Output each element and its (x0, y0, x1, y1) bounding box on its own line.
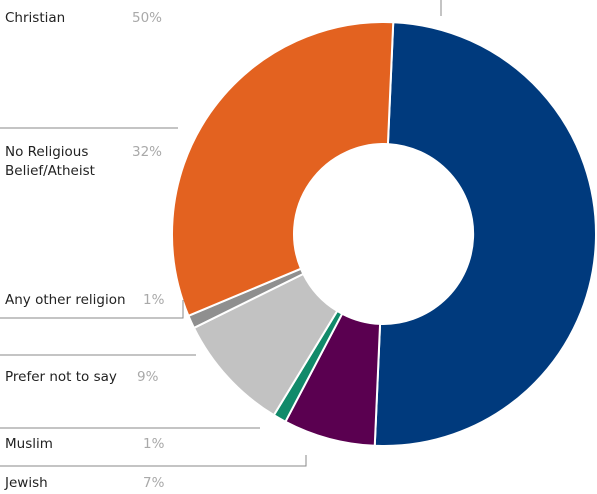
category-labels: Christian 50% Jewish 7% Muslim 1% Prefer not t… (4, 10, 165, 491)
value-label-any-other-religion: 1% (143, 292, 165, 308)
label-muslim: Muslim (5, 436, 53, 452)
donut-slices (171, 21, 597, 447)
label-christian: Christian (5, 10, 65, 26)
value-label-christian: 50% (132, 10, 162, 26)
label-no-religious-belief-atheist: No Religious Belief/Atheist (5, 144, 95, 179)
leader-jewish (0, 455, 307, 467)
value-label-prefer-not-to-say: 9% (137, 369, 159, 385)
leader-any-other-religion (0, 300, 184, 319)
slice-christian (373, 21, 597, 447)
value-label-muslim: 1% (143, 436, 165, 452)
label-prefer-not-to-say: Prefer not to say (5, 369, 117, 385)
label-any-other-religion: Any other religion (5, 292, 126, 308)
value-label-no-religious-belief-atheist: 32% (132, 144, 162, 160)
leader-lines (0, 0, 442, 467)
slice-no-religious-belief-atheist (171, 21, 395, 318)
value-label-jewish: 7% (143, 475, 165, 491)
label-jewish: Jewish (4, 475, 48, 491)
